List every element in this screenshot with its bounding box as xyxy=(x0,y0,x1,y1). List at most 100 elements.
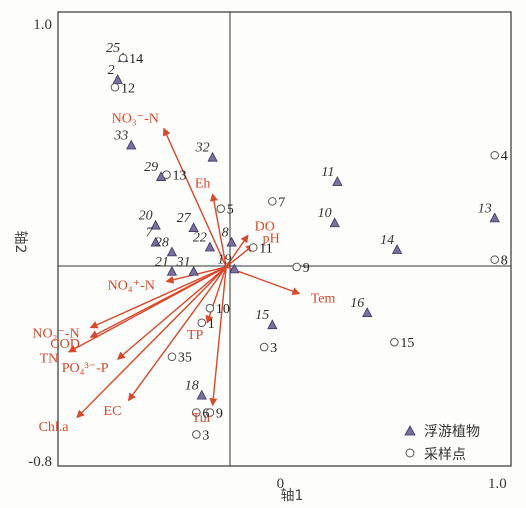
x-tick-label: 0 xyxy=(277,476,285,492)
env-label: PO₄³⁻-P xyxy=(62,361,109,376)
env-arrow xyxy=(116,266,227,360)
species-label: 14 xyxy=(380,233,394,248)
env-arrow xyxy=(127,266,227,402)
site-label: 15 xyxy=(400,336,414,351)
species-label: 31 xyxy=(176,255,191,270)
y-axis-title: 轴2 xyxy=(12,231,28,254)
site-label: 6 xyxy=(202,407,209,422)
species-point xyxy=(166,265,178,276)
site-label: 9 xyxy=(303,261,310,276)
env-arrow xyxy=(76,266,227,419)
env-label: EC xyxy=(104,404,122,419)
legend-sites-label: 采样点 xyxy=(424,447,466,463)
species-label: 32 xyxy=(195,141,210,156)
species-point xyxy=(188,265,199,276)
site-point xyxy=(390,337,399,347)
species-label: 7 xyxy=(146,226,154,241)
species-point xyxy=(207,151,218,162)
site-label: 13 xyxy=(173,169,187,184)
site-label: 4 xyxy=(501,149,508,164)
site-label: 5 xyxy=(227,203,234,218)
site-point xyxy=(192,430,201,439)
env-arrow xyxy=(205,266,227,324)
species-label: 19 xyxy=(217,252,231,267)
legend: 浮游植物 采样点 xyxy=(404,424,480,463)
species-point xyxy=(362,307,373,317)
legend-sites-marker xyxy=(405,448,415,458)
species-label: 18 xyxy=(185,379,199,394)
species-point xyxy=(226,236,237,247)
site-label: 14 xyxy=(129,52,143,67)
site-point xyxy=(167,352,177,362)
species-label: 27 xyxy=(177,211,192,226)
species-label: 33 xyxy=(113,129,128,144)
site-point xyxy=(162,170,171,179)
plot-frame xyxy=(57,11,512,467)
species-point xyxy=(332,176,343,186)
env-arrow xyxy=(89,266,227,329)
species-label: 8 xyxy=(222,226,229,241)
species-label: 11 xyxy=(321,165,334,180)
species-point xyxy=(166,246,178,257)
env-arrow xyxy=(209,193,227,268)
species-label: 13 xyxy=(478,201,492,216)
x-tick-label: 1.0 xyxy=(488,476,507,492)
site-label: 9 xyxy=(216,407,223,422)
site-label: 10 xyxy=(216,302,230,317)
species-point xyxy=(126,139,137,150)
site-label: 7 xyxy=(278,195,285,210)
site-label: 12 xyxy=(121,81,135,96)
species-point xyxy=(150,219,161,230)
x-axis-title: 轴1 xyxy=(281,488,304,504)
site-label: 1 xyxy=(208,317,215,332)
env-label: pH xyxy=(263,232,280,247)
env-label: NO₄⁺-N xyxy=(108,278,155,293)
species-point xyxy=(204,241,216,252)
species-label: 15 xyxy=(255,308,269,323)
site-point xyxy=(197,318,207,328)
env-arrow xyxy=(225,234,249,268)
species-label: 20 xyxy=(139,209,153,224)
site-label: 3 xyxy=(202,428,209,443)
env-label: TP xyxy=(187,328,204,343)
env-arrow xyxy=(163,127,227,268)
legend-species-label: 浮游植物 xyxy=(424,424,480,440)
env-label: NO₂⁻-N xyxy=(32,327,79,342)
species-label: 22 xyxy=(193,230,207,245)
env-arrow xyxy=(67,266,227,353)
species-point xyxy=(112,74,123,84)
site-point xyxy=(292,262,302,272)
site-label: 11 xyxy=(259,241,272,256)
species-point xyxy=(391,244,403,254)
species-label: 25 xyxy=(106,41,120,56)
env-arrow xyxy=(209,266,227,407)
legend-species-marker xyxy=(404,425,416,436)
y-tick-label: 1.0 xyxy=(33,17,52,33)
site-label: 8 xyxy=(501,254,508,269)
site-label: 3 xyxy=(270,341,277,356)
site-point xyxy=(216,204,226,213)
site-point xyxy=(259,342,269,352)
species-point xyxy=(229,263,240,274)
species-point xyxy=(188,222,199,232)
species-label: 29 xyxy=(144,160,158,175)
site-point xyxy=(267,197,277,206)
env-arrow xyxy=(225,244,255,268)
site-point xyxy=(205,303,215,313)
env-label: Tem xyxy=(311,292,336,307)
species-point xyxy=(150,236,161,247)
species-label: 2 xyxy=(108,63,115,78)
species-point xyxy=(267,319,278,330)
env-label: Tur xyxy=(192,411,212,426)
env-label: Eh xyxy=(195,176,211,191)
site-point xyxy=(490,255,500,264)
site-point xyxy=(490,150,500,160)
site-label: 35 xyxy=(178,351,192,366)
env-label: Chl.a xyxy=(39,420,70,435)
site-point xyxy=(249,243,258,252)
env-label: DO xyxy=(255,219,275,234)
env-label: NO₃⁻-N xyxy=(112,112,159,127)
species-point xyxy=(329,217,340,228)
species-point xyxy=(489,212,500,223)
